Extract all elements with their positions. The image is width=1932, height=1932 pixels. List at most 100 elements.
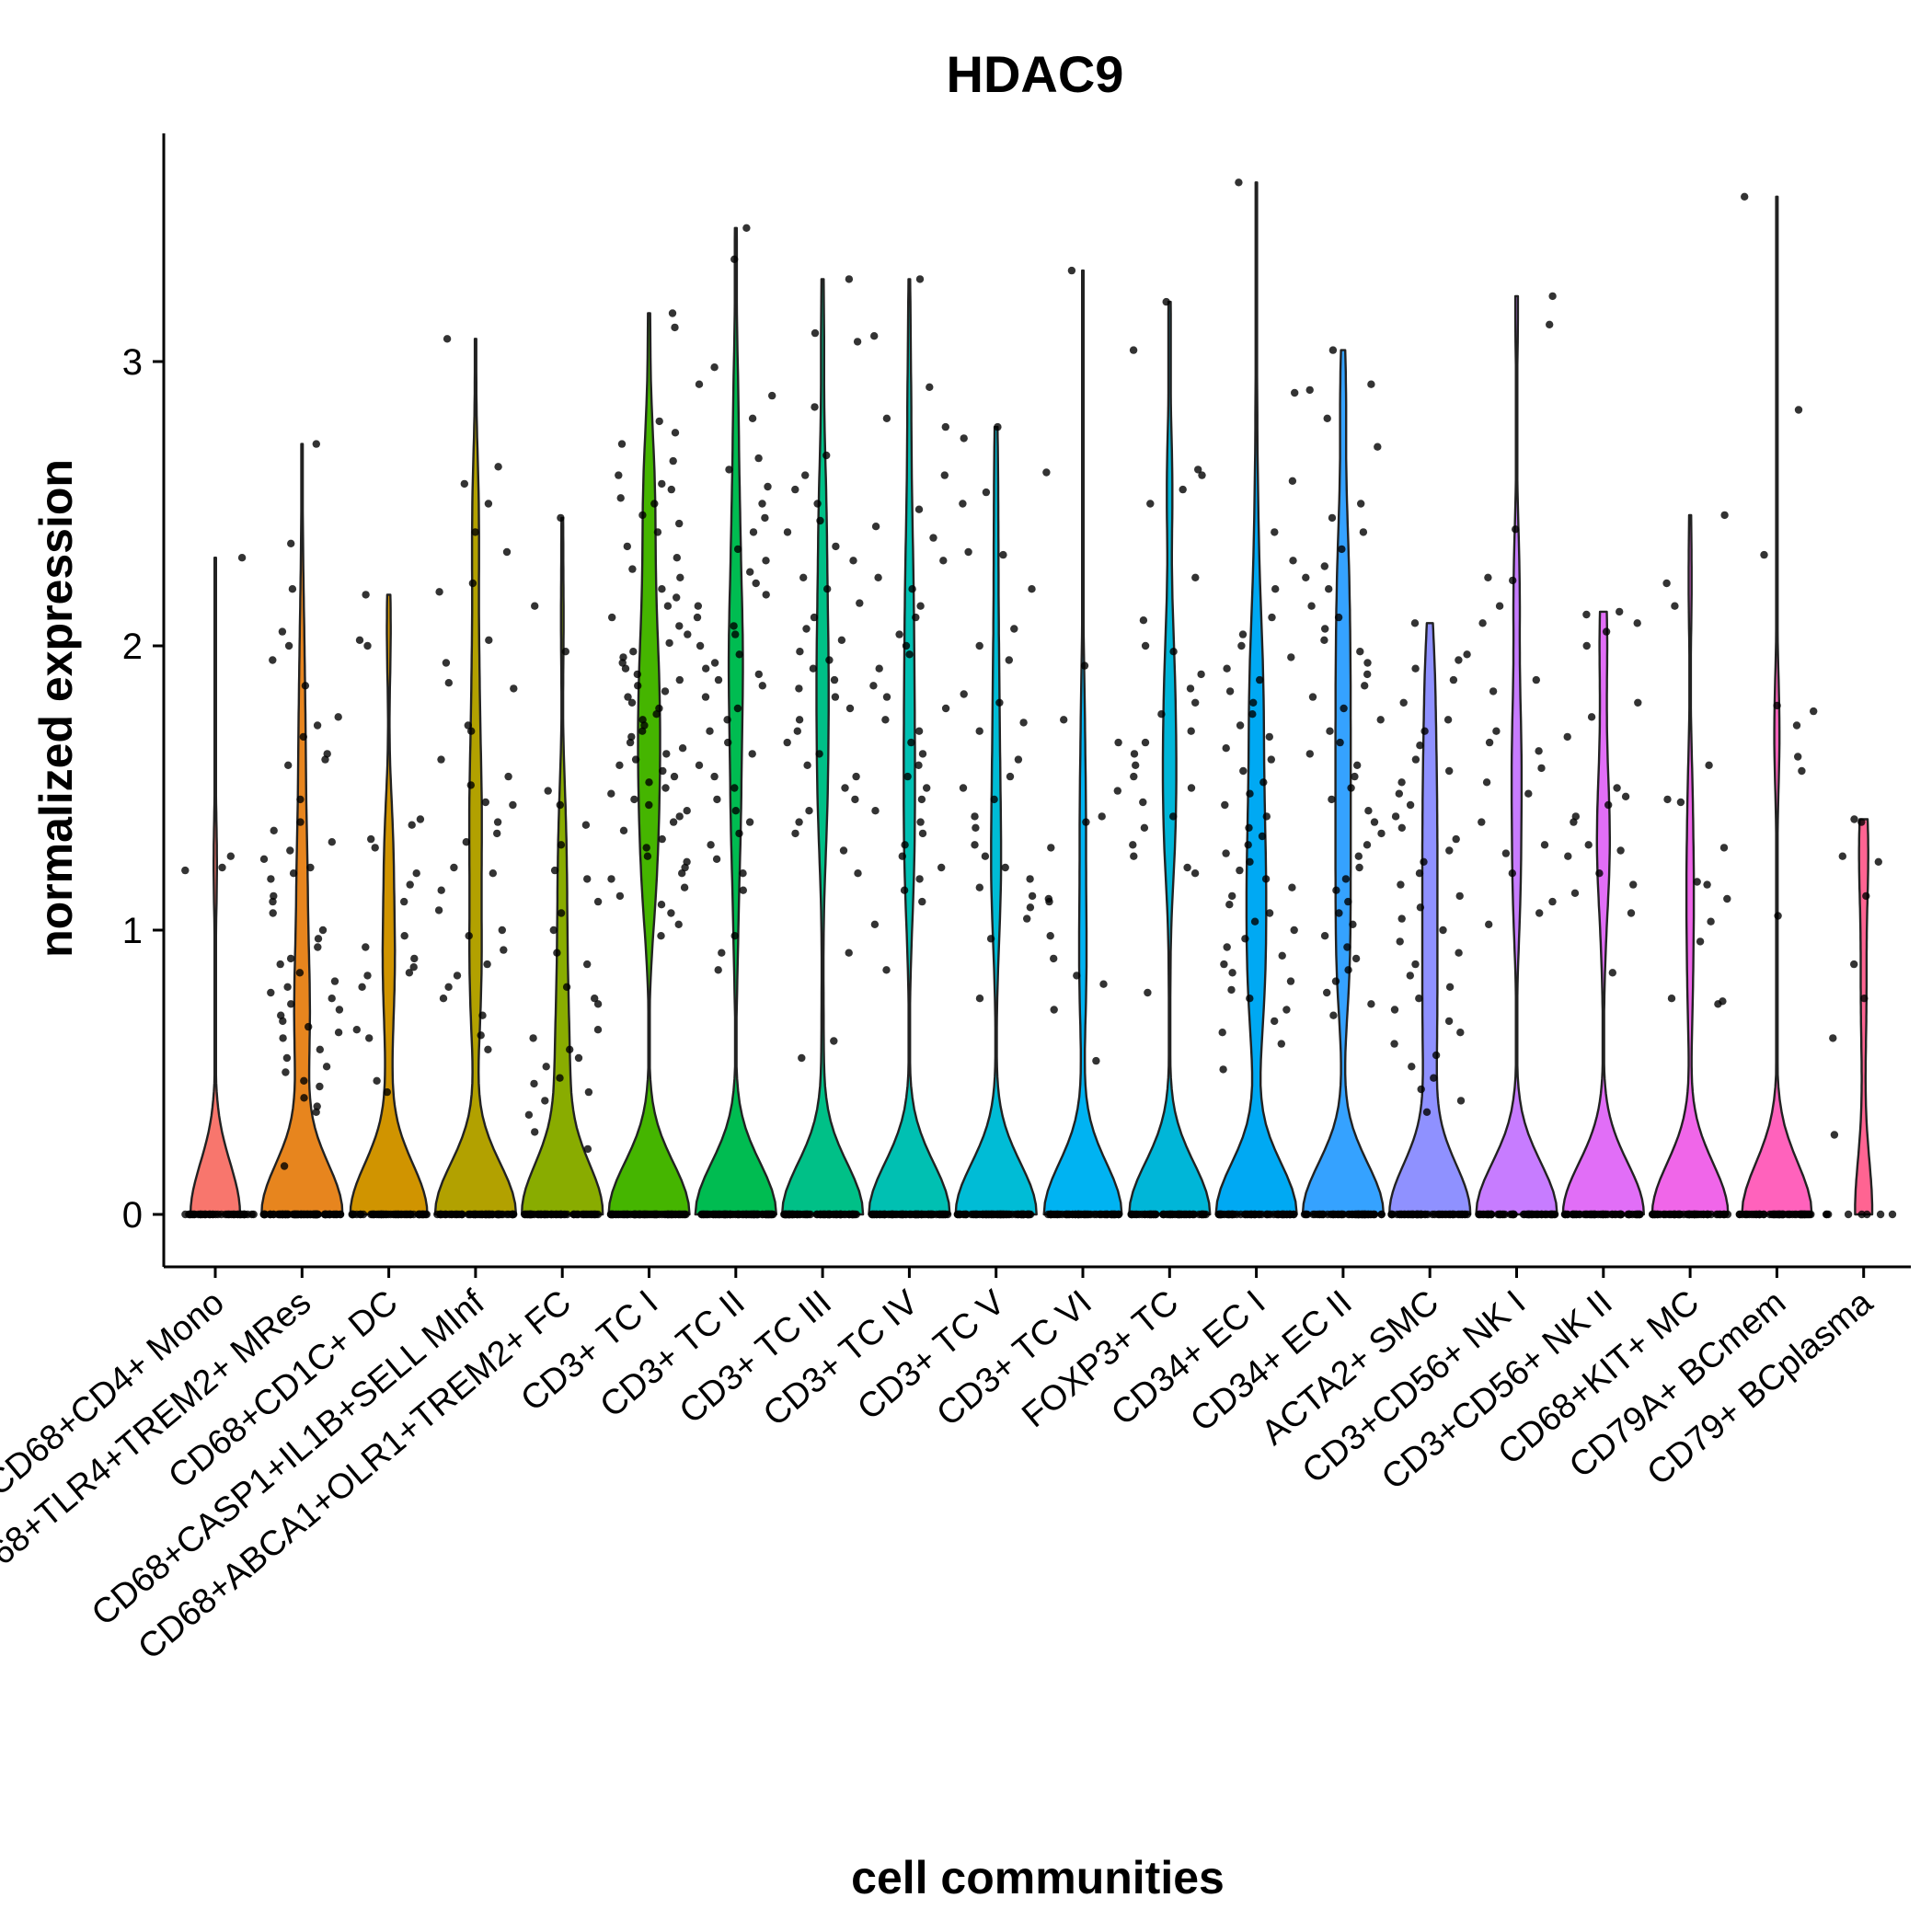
data-point: [1391, 812, 1400, 821]
data-point: [1223, 943, 1231, 951]
data-point: [1067, 266, 1076, 275]
data-point: [667, 485, 675, 494]
data-point: [662, 750, 671, 758]
data-point: [1587, 713, 1596, 721]
data-point: [731, 630, 740, 638]
data-point: [497, 1210, 506, 1219]
data-point: [498, 926, 506, 935]
data-point: [181, 866, 190, 875]
data-point: [1707, 1210, 1716, 1219]
data-point: [1487, 1210, 1496, 1219]
data-point: [504, 772, 512, 781]
data-point: [623, 542, 631, 551]
data-point: [851, 795, 859, 804]
violin-cd68-tlr4-trem2-mres: [260, 443, 344, 1216]
data-point: [1262, 812, 1271, 821]
data-point: [1328, 513, 1337, 523]
data-point: [791, 829, 799, 838]
data-point: [971, 841, 979, 849]
data-point: [1765, 1210, 1774, 1219]
data-point: [1236, 1210, 1245, 1219]
data-point: [1286, 977, 1295, 985]
data-point: [799, 573, 808, 581]
data-point: [940, 471, 949, 479]
data-point: [1671, 602, 1679, 610]
data-point: [414, 1210, 423, 1219]
violin-cd3-tc-iv: [868, 278, 951, 1216]
data-point: [1349, 920, 1357, 928]
data-point: [295, 969, 305, 977]
data-point: [1001, 863, 1009, 872]
data-point: [1179, 485, 1187, 494]
data-point: [1501, 849, 1511, 857]
data-point: [1463, 650, 1471, 659]
data-point: [462, 838, 470, 846]
violin-cd34-ec-i: [1214, 181, 1298, 1216]
data-point: [1432, 1051, 1441, 1060]
data-point: [1485, 920, 1493, 928]
data-point: [494, 463, 502, 471]
data-point: [1058, 1210, 1066, 1219]
data-point: [1175, 1210, 1183, 1219]
data-point: [849, 557, 857, 565]
data-point: [1265, 909, 1274, 917]
data-point: [1080, 661, 1089, 670]
data-point: [994, 422, 1002, 431]
data-point: [1246, 789, 1254, 798]
data-point: [1361, 682, 1369, 690]
data-point: [1876, 1210, 1885, 1219]
data-point: [306, 863, 315, 872]
data-point: [618, 659, 627, 667]
data-point: [1051, 1210, 1060, 1219]
data-point: [1399, 698, 1408, 707]
data-point: [1548, 292, 1557, 301]
data-point: [1157, 710, 1166, 719]
data-point: [1219, 1065, 1227, 1074]
data-point: [562, 983, 571, 992]
data-point: [1187, 727, 1195, 735]
y-ticks: 0 1 2 3: [122, 342, 164, 1236]
data-point: [537, 1210, 546, 1219]
data-point: [367, 834, 375, 844]
y-axis-title: normalized expression: [30, 459, 82, 958]
data-point: [765, 1210, 775, 1219]
data-point: [1338, 545, 1346, 554]
data-point: [1508, 869, 1517, 878]
data-point: [663, 602, 673, 610]
data-point: [638, 511, 647, 520]
data-point: [670, 772, 679, 781]
violin-cd3-tc-vi: [1042, 269, 1123, 1216]
data-point: [1262, 1210, 1271, 1219]
data-point: [791, 485, 799, 494]
data-point: [1667, 995, 1676, 1003]
data-point: [1370, 1210, 1378, 1219]
data-point: [1485, 738, 1494, 747]
data-point: [1422, 1108, 1432, 1117]
data-point: [1563, 732, 1571, 742]
data-point: [1075, 1210, 1083, 1219]
data-point: [1005, 656, 1014, 664]
data-point: [574, 1053, 583, 1063]
data-point: [1563, 1210, 1571, 1219]
data-point: [1271, 585, 1280, 593]
data-point: [748, 414, 757, 422]
data-point: [460, 479, 468, 489]
data-point: [702, 664, 710, 673]
data-point: [964, 547, 972, 557]
data-point: [1714, 1000, 1722, 1008]
data-point: [837, 636, 846, 644]
data-point: [313, 1102, 321, 1110]
data-point: [282, 1053, 292, 1063]
data-point: [363, 641, 372, 650]
data-point: [803, 761, 811, 769]
data-point: [328, 838, 336, 846]
data-point: [643, 852, 652, 860]
data-point: [484, 500, 493, 508]
data-point: [1242, 1210, 1251, 1219]
data-point: [301, 682, 310, 690]
data-point: [650, 1210, 659, 1219]
data-point: [593, 1026, 603, 1034]
data-point: [1222, 849, 1230, 857]
data-point: [416, 815, 425, 823]
data-point: [1705, 761, 1713, 769]
